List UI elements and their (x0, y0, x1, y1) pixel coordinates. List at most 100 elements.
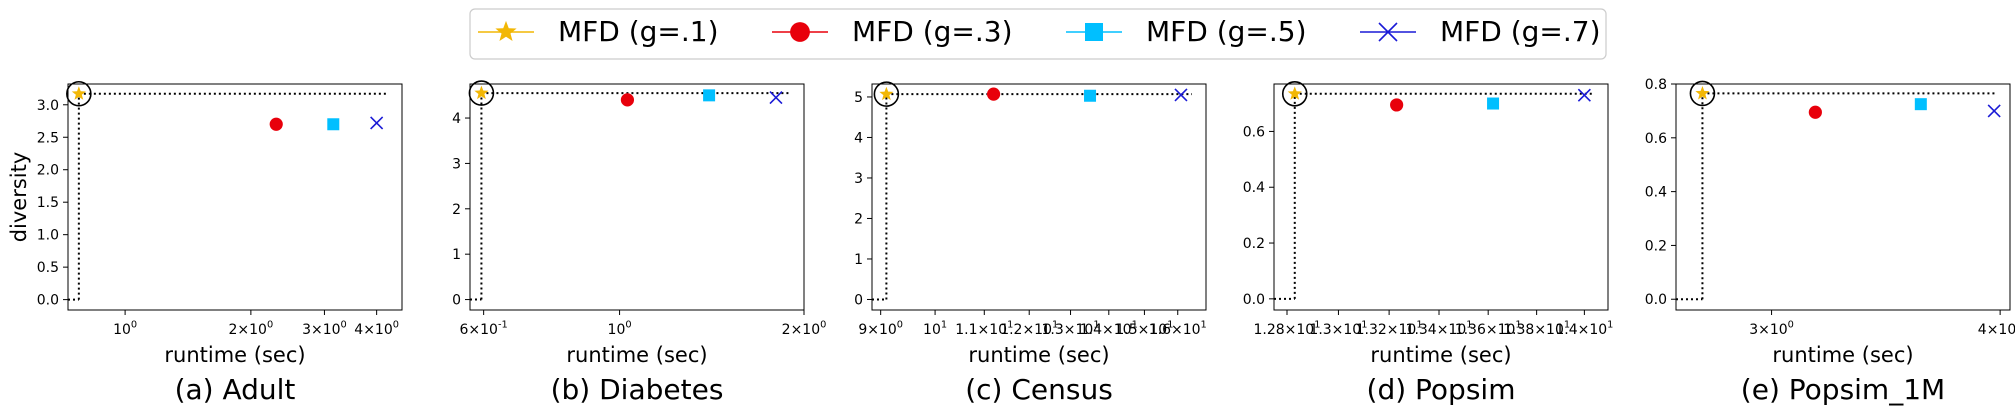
y-tick-label: 0.0 (37, 293, 59, 309)
data-point (879, 86, 894, 101)
data-point (1174, 88, 1188, 102)
y-tick-label: 0.8 (1645, 77, 1667, 93)
data-point (269, 117, 283, 131)
y-tick-label: 3 (854, 171, 863, 187)
legend-label: MFD (g=.5) (1146, 15, 1307, 48)
x-tick-label: 1.6×101 (1149, 320, 1207, 338)
legend-item: MFD (g=.7) (1360, 15, 1601, 48)
y-tick-label: 0.2 (1645, 238, 1667, 254)
x-tick-label: 6×10-1 (460, 320, 508, 338)
x-tick-label: 9×100 (858, 320, 903, 338)
panel-caption: (c) Census (965, 373, 1113, 406)
y-tick-label: 0.6 (1243, 124, 1265, 140)
x-axis-label: runtime (sec) (566, 343, 707, 367)
x-tick-label: 1.4×101 (1555, 320, 1613, 338)
legend-marker (495, 20, 517, 42)
data-point (620, 93, 635, 107)
y-tick-label: 2.0 (37, 163, 59, 179)
legend-label: MFD (g=.7) (1440, 15, 1601, 48)
legend: MFD (g=.1) MFD (g=.3) MFD (g=.5) MFD (g=.7) (469, 8, 1607, 60)
x-tick-label: 1.38×101 (1503, 320, 1570, 338)
x-tick-label: 1.3×101 (1309, 320, 1367, 338)
y-tick-label: 0.0 (1243, 292, 1265, 308)
x-tick-label: 100 (608, 320, 632, 338)
marker-stroke (769, 91, 783, 105)
panel-caption: (a) Adult (175, 373, 296, 406)
ideal-point-circle (468, 80, 495, 106)
legend-frame (469, 8, 1607, 60)
chart-panels: 0.0 0.5 1.0 1.5 2.0 2.5 3.0 100 2×100 3×100 4×100 r… (7, 77, 2015, 406)
legend-label: MFD (g=.3) (852, 15, 1013, 48)
x-tick-label: 1.32×101 (1356, 320, 1423, 338)
y-tick-label: 0.5 (37, 260, 59, 276)
y-tick-label: 2 (452, 202, 461, 218)
marker-stroke (1174, 88, 1188, 102)
data-point (769, 91, 783, 105)
panel-caption: (e) Popsim_1M (1741, 373, 1945, 406)
x-tick-label: 100 (113, 320, 137, 338)
x-tick-label: 1.34×101 (1406, 320, 1473, 338)
axes-frame (871, 83, 1207, 311)
data-point (1914, 98, 1927, 111)
x-tick-label: 3×100 (1749, 320, 1794, 338)
data-point (71, 86, 86, 100)
data-point (1487, 97, 1500, 110)
data-point (1695, 85, 1710, 100)
legend-marker (790, 22, 810, 42)
chart-panel-3: 0 1 2 3 4 5 9×100 101 1.1×1011.2×1011.3×1011.4×1… (854, 81, 1207, 406)
x-tick-label: 1.2×101 (1000, 320, 1058, 338)
y-tick-label: 0.4 (1645, 185, 1667, 201)
data-point (327, 118, 340, 131)
axes-frame (1273, 83, 1609, 311)
chart-panel-1: 0.0 0.5 1.0 1.5 2.0 2.5 3.0 100 2×100 3×100 4×100 r… (7, 80, 403, 406)
ideal-point-circle (66, 80, 92, 107)
axes-frame (1675, 83, 2011, 311)
legend-item: MFD (g=.3) (772, 15, 1013, 48)
y-tick-label: 0.2 (1243, 236, 1265, 252)
y-tick-label: 1.5 (37, 195, 59, 211)
legend-label: MFD (g=.1) (558, 15, 719, 48)
y-tick-label: 3.0 (37, 98, 59, 114)
panel-caption: (b) Diabetes (551, 373, 724, 406)
x-axis-label: runtime (sec) (164, 343, 305, 367)
marker-stroke (1577, 88, 1591, 102)
data-point (1987, 104, 2001, 118)
data-point (370, 116, 384, 130)
x-axis-label: runtime (sec) (1772, 343, 1913, 367)
data-point (1390, 98, 1404, 112)
y-tick-label: 0.0 (1645, 292, 1667, 308)
data-point (1084, 89, 1097, 102)
x-axis-label: runtime (sec) (968, 343, 1109, 367)
y-tick-label: 4 (854, 130, 863, 146)
marker-stroke (1378, 22, 1398, 42)
data-point (703, 89, 716, 102)
x-tick-label: 4×100 (354, 320, 399, 338)
data-point (1808, 105, 1822, 119)
ideal-point-circle (873, 81, 900, 107)
marker-stroke (370, 116, 384, 130)
y-tick-label: 2.5 (37, 130, 59, 146)
chart-panel-4: 0.0 0.2 0.4 0.6 1.28×1011.3×1011.32×1011.34×… (1243, 80, 1613, 406)
x-tick-label: 1.5×101 (1115, 320, 1173, 338)
data-point (474, 85, 489, 100)
legend-marker (1378, 22, 1398, 42)
x-axis-label: runtime (sec) (1370, 343, 1511, 367)
chart-panel-2: 0 1 2 3 4 6×10-1 100 2×100 runtime (sec) (b) Diab… (452, 80, 827, 406)
x-tick-label: 101 (923, 320, 947, 338)
chart-panel-5: 0.0 0.2 0.4 0.6 0.8 3×100 4×100 runtime (sec) (e… (1645, 77, 2015, 406)
x-tick-label: 1.3×101 (1042, 320, 1100, 338)
y-tick-label: 0.4 (1243, 180, 1265, 196)
axes-frame (67, 83, 403, 311)
y-tick-label: 1 (854, 252, 863, 268)
y-tick-label: 2 (854, 211, 863, 227)
x-tick-label: 2×100 (782, 320, 827, 338)
y-tick-label: 1.0 (37, 228, 59, 244)
y-tick-label: 4 (452, 111, 461, 127)
y-tick-label: 0 (452, 293, 461, 309)
data-point (986, 87, 1001, 101)
marker-stroke (1987, 104, 2001, 118)
legend-marker (1085, 23, 1103, 41)
y-tick-label: 3 (452, 156, 461, 172)
